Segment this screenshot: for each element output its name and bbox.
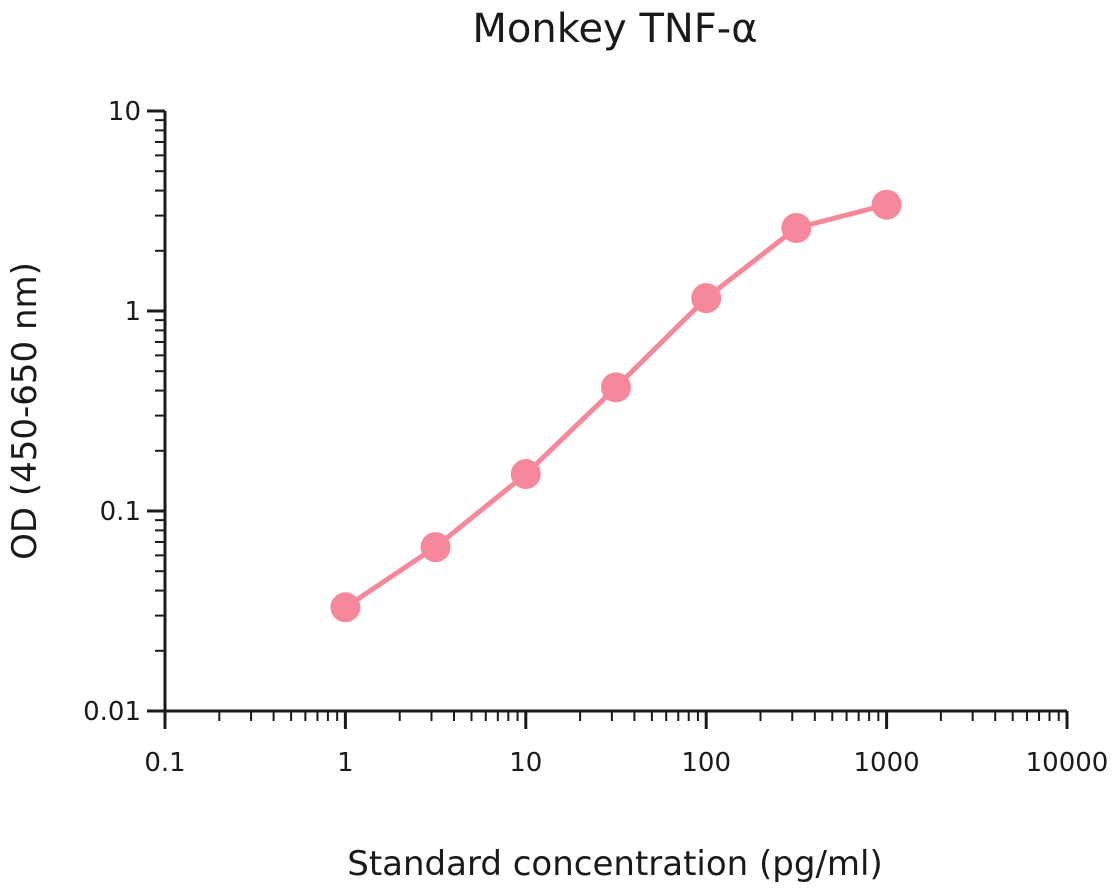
x-tick-label: 1	[337, 748, 354, 778]
data-point	[871, 189, 902, 220]
y-tick-label: 10	[108, 97, 141, 127]
axes	[163, 111, 1067, 713]
y-axis-tick-labels: 0.01 0.1 1 10	[83, 97, 141, 727]
x-tick-label: 100	[681, 748, 731, 778]
x-axis-ticks	[163, 711, 1069, 729]
y-tick-label: 0.01	[83, 697, 141, 727]
data-point	[330, 592, 361, 623]
x-tick-label: 10000	[1026, 748, 1109, 778]
chart-title: Monkey TNF-α	[472, 6, 757, 52]
data-point	[420, 532, 451, 563]
x-tick-label: 1000	[854, 748, 920, 778]
data-point	[691, 283, 722, 314]
x-tick-label: 10	[509, 748, 542, 778]
data-point	[781, 213, 812, 244]
data-point	[510, 459, 541, 490]
x-tick-label: 0.1	[144, 748, 185, 778]
y-tick-label: 0.1	[100, 497, 141, 527]
data-point	[600, 372, 631, 403]
y-axis-ticks	[147, 109, 165, 713]
series-group	[330, 189, 902, 623]
x-axis-tick-labels: 0.1 1 10 100 1000 10000	[144, 748, 1108, 778]
y-axis-label: OD (450-650 nm)	[5, 262, 45, 560]
y-tick-label: 1	[124, 297, 141, 327]
x-axis-label: Standard concentration (pg/ml)	[347, 844, 882, 884]
